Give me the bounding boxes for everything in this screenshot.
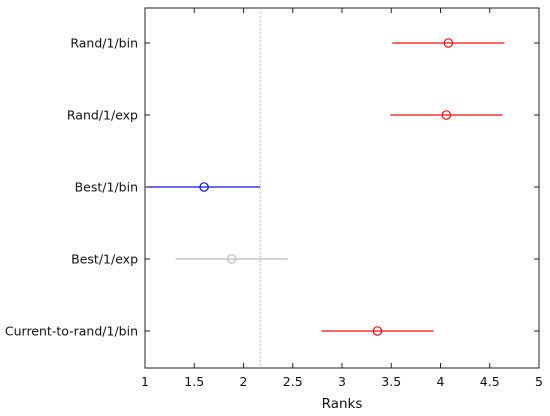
interval-series [147,38,505,336]
mean-marker [372,326,383,336]
mean-marker [441,110,452,120]
x-tick-label: 1 [141,374,149,389]
x-tick-label: 2.5 [283,374,303,389]
x-tick-label: 4.5 [480,374,500,389]
y-tick-label: Best/1/bin [75,180,138,195]
x-tick-label: 2 [240,374,248,389]
mean-marker [443,38,454,48]
y-tick-label: Rand/1/exp [67,108,138,123]
x-tick-label: 1.5 [184,374,204,389]
x-tick-label: 4 [437,374,445,389]
y-tick-label: Current-to-rand/1/bin [5,324,138,339]
y-tick-label: Rand/1/bin [70,36,138,51]
plot-area [144,7,540,369]
mean-marker [199,182,209,192]
x-axis: 1 1.5 2 2.5 3 3.5 4 4.5 5 [141,8,543,389]
x-tick-label: 3.5 [381,374,401,389]
y-tick-label: Best/1/exp [71,252,138,267]
x-tick-label: 3 [338,374,346,389]
mean-marker [226,254,237,264]
y-axis: Rand/1/bin Rand/1/exp Best/1/bin Best/1/exp… [5,36,539,339]
x-axis-title: Ranks [322,396,363,412]
x-tick-label: 5 [535,374,543,389]
